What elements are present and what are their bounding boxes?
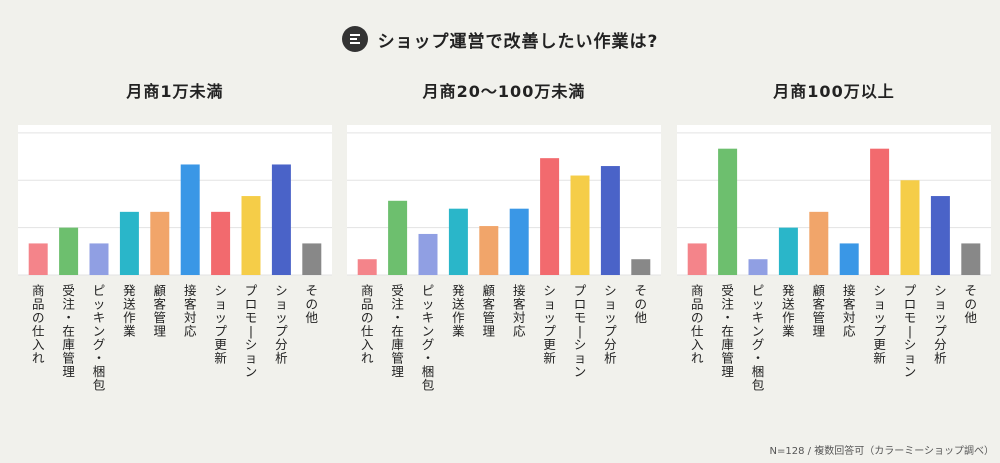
- bar-7: [870, 148, 890, 275]
- category-label: ショップ分析: [275, 283, 288, 366]
- bar-10: [961, 243, 981, 275]
- panel-title-2: 月商20〜100万未満: [422, 82, 586, 101]
- category-label: 受注・在庫管理: [62, 283, 75, 379]
- bar-7: [540, 158, 560, 275]
- bar-1: [28, 243, 48, 275]
- bar-10: [631, 259, 651, 275]
- footnote: N=128 / 複数回答可（カラーミーショップ調べ）: [769, 446, 994, 457]
- bar-1: [687, 243, 707, 275]
- panel-title-1: 月商1万未満: [126, 82, 224, 101]
- bar-2: [59, 227, 79, 275]
- bar-2: [718, 148, 738, 275]
- category-label: ショップ更新: [543, 283, 556, 366]
- category-label: 商品の仕入れ: [361, 283, 374, 366]
- category-label: 受注・在庫管理: [391, 283, 404, 379]
- bar-9: [930, 196, 950, 275]
- bar-7: [211, 211, 231, 275]
- category-label: その他: [965, 283, 978, 325]
- category-label: プロモ|ション: [574, 283, 587, 379]
- category-label: プロモ|ション: [904, 283, 917, 379]
- category-label: ショップ分析: [934, 283, 947, 366]
- bar-5: [809, 211, 829, 275]
- category-label: ショップ分析: [604, 283, 617, 366]
- category-label: 商品の仕入れ: [32, 283, 45, 366]
- bar-1: [357, 259, 377, 275]
- category-label: ピッキング・梱包: [93, 283, 106, 393]
- panel-title-3: 月商100万以上: [773, 82, 895, 101]
- bar-8: [900, 180, 920, 275]
- bar-10: [302, 243, 322, 275]
- bar-8: [570, 175, 590, 275]
- bar-6: [839, 243, 859, 275]
- chart-panel-1: 商品の仕入れ 受注・在庫管理 ピッキング・梱包 発送作業 顧客管理 接客対応 ショップ更新 プ…: [18, 125, 332, 393]
- chart-panel-3: 商品の仕入れ 受注・在庫管理 ピッキング・梱包 発送作業 顧客管理 接客対応 ショップ更新 プ…: [677, 125, 991, 393]
- chart-panel-2: 商品の仕入れ 受注・在庫管理 ピッキング・梱包 発送作業 顧客管理 接客対応 ショップ更新 プ…: [347, 125, 661, 393]
- category-label: 顧客管理: [483, 283, 496, 339]
- category-label: ピッキング・梱包: [422, 283, 435, 393]
- bar-4: [448, 208, 468, 275]
- bar-8: [241, 196, 261, 275]
- bar-2: [388, 200, 408, 275]
- category-label: 発送作業: [123, 283, 136, 339]
- category-label: 受注・在庫管理: [721, 283, 734, 379]
- category-label: 顧客管理: [813, 283, 826, 339]
- category-label: プロモ|ション: [245, 283, 258, 379]
- bar-3: [418, 233, 438, 275]
- category-label: ピッキング・梱包: [752, 283, 765, 393]
- header: ショップ運営で改善したい作業は?: [0, 22, 1000, 56]
- category-label: ショップ更新: [873, 283, 886, 366]
- bar-4: [119, 211, 139, 275]
- category-label: 接客対応: [184, 283, 197, 339]
- bar-9: [271, 164, 291, 275]
- bar-5: [479, 226, 499, 275]
- category-label: 接客対応: [843, 283, 856, 339]
- category-label: 接客対応: [513, 283, 526, 339]
- bar-4: [778, 227, 798, 275]
- figure-title: ショップ運営で改善したい作業は?: [377, 31, 659, 52]
- bar-3: [89, 243, 109, 275]
- category-label: ショップ更新: [214, 283, 227, 366]
- category-label: 発送作業: [452, 283, 465, 339]
- category-label: 発送作業: [782, 283, 795, 339]
- bar-5: [150, 211, 170, 275]
- bar-6: [509, 208, 529, 275]
- bar-9: [600, 166, 620, 275]
- category-label: その他: [635, 283, 648, 325]
- category-label: 商品の仕入れ: [691, 283, 704, 366]
- category-label: 顧客管理: [154, 283, 167, 339]
- bar-3: [748, 259, 768, 275]
- bar-6: [180, 164, 200, 275]
- category-label: その他: [306, 283, 319, 325]
- document-icon: [341, 26, 368, 52]
